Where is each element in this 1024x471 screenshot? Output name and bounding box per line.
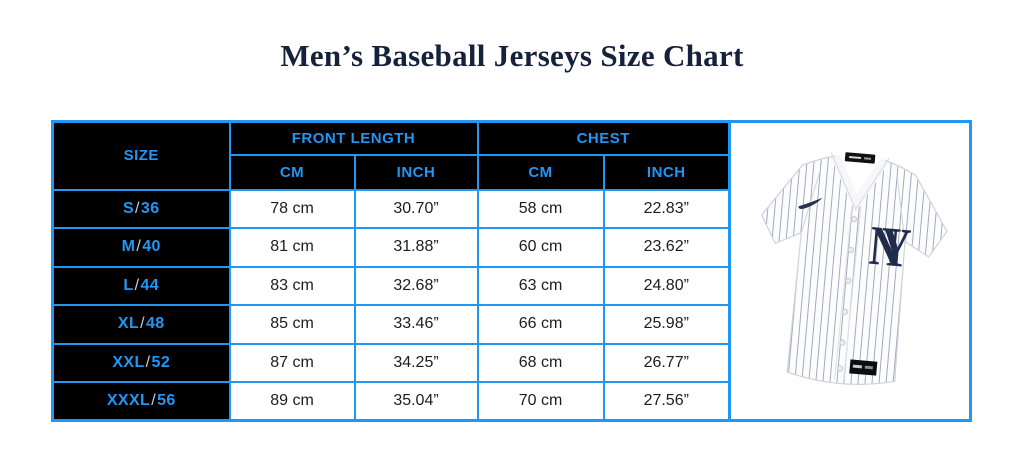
size-table-header: SIZE FRONT LENGTH CHEST CM INCH CM INCH [51, 120, 731, 191]
size-cell: XL/48 [51, 304, 231, 345]
measurement-cell: 58 cm [476, 188, 605, 229]
measurement-cell: 68 cm [476, 342, 605, 383]
size-cell: XXXL/56 [51, 381, 231, 422]
jersey-image-panel: NY [728, 120, 972, 422]
table-row: L/44 83 cm 32.68” 63 cm 24.80” [51, 265, 731, 306]
measurement-cell: 81 cm [228, 227, 356, 268]
collar-trim [831, 154, 889, 213]
header-group-row: SIZE FRONT LENGTH CHEST [51, 120, 731, 191]
measurement-cell: 26.77” [602, 342, 731, 383]
size-cell: L/44 [51, 265, 231, 306]
measurement-cell: 33.46” [353, 304, 479, 345]
size-cell: XXL/52 [51, 342, 231, 383]
header-chest: CHEST [476, 120, 731, 156]
header-front-inch: INCH [353, 153, 479, 191]
header-chest-inch: INCH [602, 153, 731, 191]
jersey-graphic: NY [747, 149, 954, 393]
measurement-cell: 66 cm [476, 304, 605, 345]
measurement-cell: 31.88” [353, 227, 479, 268]
right-sleeve-seam [896, 178, 906, 242]
table-row: S/36 78 cm 30.70” 58 cm 22.83” [51, 188, 731, 229]
measurement-cell: 60 cm [476, 227, 605, 268]
measurement-cell: 89 cm [228, 381, 356, 422]
measurement-cell: 85 cm [228, 304, 356, 345]
size-table: SIZE FRONT LENGTH CHEST CM INCH CM INCH … [51, 120, 731, 422]
header-units-row: CM INCH CM INCH [53, 153, 731, 191]
measurement-cell: 30.70” [353, 188, 479, 229]
placket-line [842, 205, 862, 381]
header-front-length: FRONT LENGTH [228, 120, 479, 156]
measurement-cell: 32.68” [353, 265, 479, 306]
header-size: SIZE [51, 120, 231, 191]
page-title: Men’s Baseball Jerseys Size Chart [280, 38, 744, 73]
measurement-cell: 70 cm [476, 381, 605, 422]
collar-edge [830, 152, 890, 211]
size-chart-content: SIZE FRONT LENGTH CHEST CM INCH CM INCH … [51, 120, 972, 422]
table-row: XXXL/56 89 cm 35.04” 70 cm 27.56” [51, 381, 731, 422]
collar-tag [844, 152, 876, 164]
measurement-cell: 35.04” [353, 381, 479, 422]
measurement-cell: 87 cm [228, 342, 356, 383]
table-row: XXL/52 87 cm 34.25” 68 cm 26.77” [51, 342, 731, 383]
placket-buttons [837, 216, 858, 372]
measurement-cell: 24.80” [602, 265, 731, 306]
table-row: XL/48 85 cm 33.46” 66 cm 25.98” [51, 304, 731, 345]
nike-swoosh-icon [798, 197, 823, 209]
measurement-cell: 23.62” [602, 227, 731, 268]
measurement-cell: 83 cm [228, 265, 356, 306]
size-cell: S/36 [51, 188, 231, 229]
jersey-image: NY [747, 149, 954, 393]
header-chest-cm: CM [476, 153, 605, 191]
measurement-cell: 22.83” [602, 188, 731, 229]
measurement-cell: 78 cm [228, 188, 356, 229]
table-row: M/40 81 cm 31.88” 60 cm 23.62” [51, 227, 731, 268]
jock-tag [849, 359, 878, 376]
size-table-body: S/36 78 cm 30.70” 58 cm 22.83” M/40 81 cm 31.88… [51, 188, 731, 422]
measurement-cell: 25.98” [602, 304, 731, 345]
measurement-cell: 27.56” [602, 381, 731, 422]
placket-line [834, 206, 853, 380]
header-front-cm: CM [228, 153, 356, 191]
measurement-cell: 63 cm [476, 265, 605, 306]
size-cell: M/40 [51, 227, 231, 268]
measurement-cell: 34.25” [353, 342, 479, 383]
